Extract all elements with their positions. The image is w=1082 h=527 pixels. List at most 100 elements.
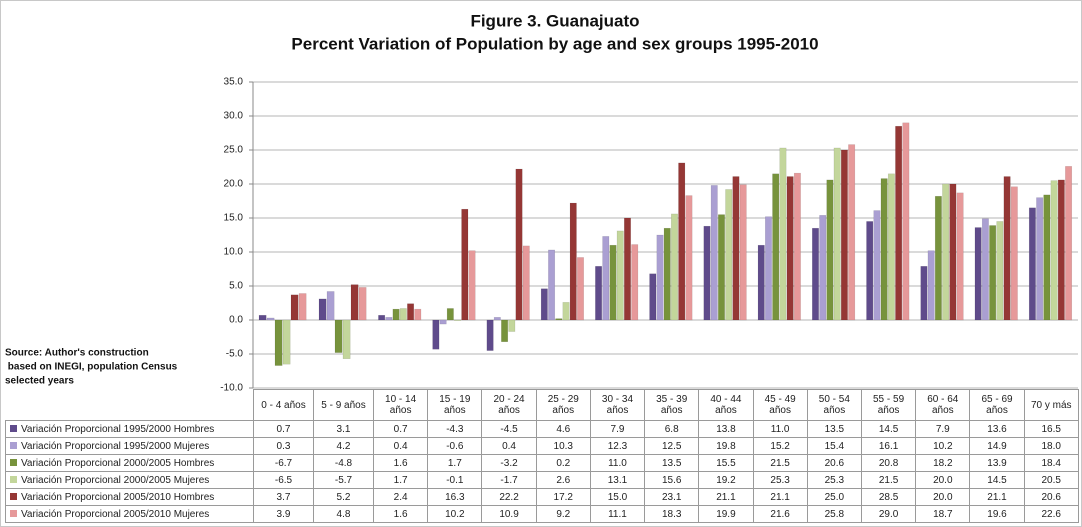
bar bbox=[772, 173, 780, 321]
chart-title: Figure 3. Guanajuato bbox=[470, 11, 639, 30]
y-tick-label: 35.0 bbox=[224, 77, 244, 88]
value-cell: 9.2 bbox=[535, 505, 591, 523]
bar bbox=[266, 317, 275, 321]
value-cell: 0.4 bbox=[372, 437, 429, 455]
x-tick-label: 60 - 64 años bbox=[915, 389, 971, 421]
value-cell: 18.2 bbox=[915, 454, 971, 472]
value-cell: 19.8 bbox=[698, 437, 754, 455]
corner bbox=[6, 390, 254, 421]
x-tick-label: 55 - 59 años bbox=[860, 389, 917, 421]
bar bbox=[407, 303, 415, 321]
bar bbox=[765, 216, 772, 321]
x-tick-label: 20 - 24 años bbox=[481, 389, 537, 421]
legend-label: Variación Proporcional 1995/2000 Hombres bbox=[21, 423, 215, 435]
bar bbox=[602, 236, 610, 321]
bar bbox=[334, 319, 343, 353]
bar bbox=[1010, 186, 1018, 321]
legend-label: Variación Proporcional 2000/2005 Mujeres bbox=[21, 474, 210, 486]
bar bbox=[974, 227, 982, 321]
value-cell: 21.5 bbox=[860, 471, 917, 489]
value-cell: 11.1 bbox=[589, 505, 646, 523]
value-cell: 23.1 bbox=[644, 488, 700, 506]
value-cell: 16.1 bbox=[860, 437, 917, 455]
source-note: Source: Author's construction bbox=[5, 348, 149, 359]
value-cell: 1.6 bbox=[372, 454, 429, 472]
value-cell: 0.2 bbox=[535, 454, 591, 472]
value-cell: 25.8 bbox=[806, 505, 862, 523]
bar bbox=[493, 317, 501, 321]
bar bbox=[540, 288, 548, 321]
value-cell: 25.0 bbox=[806, 488, 862, 506]
value-cell: -0.6 bbox=[427, 437, 483, 455]
bar bbox=[840, 149, 848, 321]
bar bbox=[508, 319, 516, 332]
value-cell: 13.6 bbox=[969, 420, 1025, 438]
bar bbox=[942, 183, 950, 321]
bar bbox=[833, 147, 841, 321]
bar bbox=[819, 215, 827, 321]
value-cell: 25.3 bbox=[806, 471, 862, 489]
bar bbox=[671, 213, 678, 321]
value-cell: 29.0 bbox=[860, 505, 917, 523]
bar bbox=[732, 176, 740, 321]
value-cell: 22.6 bbox=[1023, 505, 1079, 523]
bar bbox=[461, 208, 469, 321]
value-cell: 14.5 bbox=[969, 471, 1025, 489]
bar bbox=[631, 244, 639, 321]
legend-swatch bbox=[10, 509, 17, 517]
value-cell: 18.3 bbox=[644, 505, 700, 523]
x-tick-label: 25 - 29 años bbox=[535, 389, 591, 421]
bar bbox=[887, 173, 895, 321]
y-tick-label: 20.0 bbox=[224, 179, 244, 190]
value-cell: 19.6 bbox=[969, 505, 1025, 523]
value-cell: 20.8 bbox=[860, 454, 917, 472]
legend-entry: Variación Proporcional 2000/2005 Mujeres bbox=[5, 471, 254, 489]
value-cell: 15.2 bbox=[752, 437, 808, 455]
value-cell: 21.1 bbox=[698, 488, 754, 506]
bar bbox=[318, 298, 327, 321]
bar bbox=[710, 185, 718, 321]
value-cell: 0.3 bbox=[253, 437, 314, 455]
value-cell: 3.7 bbox=[253, 488, 314, 506]
value-cell: -6.7 bbox=[253, 454, 314, 472]
x-tick-label: 65 - 69 años bbox=[969, 389, 1025, 421]
x-tick-label: 70 y más bbox=[1023, 389, 1079, 421]
bar bbox=[454, 319, 462, 321]
header-row: 0 - 4 años 5 - 9 años 10 - 14 años 15 - 19 … bbox=[6, 389, 1079, 421]
bar bbox=[385, 317, 393, 321]
bar bbox=[826, 179, 834, 321]
value-cell: 3.9 bbox=[253, 505, 314, 523]
bar bbox=[927, 250, 935, 321]
y-tick-label: 25.0 bbox=[224, 145, 244, 156]
bar bbox=[555, 318, 563, 321]
bar bbox=[703, 225, 711, 321]
bar bbox=[873, 210, 881, 321]
x-tick-label: 30 - 34 años bbox=[589, 389, 646, 421]
bar bbox=[757, 244, 765, 321]
legend-swatch bbox=[10, 424, 17, 432]
value-cell: 10.2 bbox=[427, 505, 483, 523]
x-tick-label: 50 - 54 años bbox=[806, 389, 862, 421]
value-cell: 14.9 bbox=[969, 437, 1025, 455]
bar bbox=[663, 227, 671, 321]
bar bbox=[779, 147, 787, 321]
value-cell: 19.9 bbox=[698, 505, 754, 523]
value-cell: -4.5 bbox=[481, 420, 537, 438]
bar bbox=[678, 162, 686, 321]
bar bbox=[616, 230, 624, 321]
value-cell: 18.7 bbox=[915, 505, 971, 523]
value-cell: -1.7 bbox=[481, 471, 537, 489]
value-cell: 15.5 bbox=[698, 454, 754, 472]
value-cell: 2.4 bbox=[372, 488, 429, 506]
value-cell: 21.1 bbox=[969, 488, 1025, 506]
bar bbox=[1003, 176, 1011, 321]
value-cell: 12.3 bbox=[589, 437, 646, 455]
bar bbox=[866, 221, 874, 321]
bar bbox=[392, 308, 400, 321]
bar bbox=[350, 284, 359, 321]
bar bbox=[989, 225, 997, 321]
x-tick-label: 0 - 4 años bbox=[253, 389, 314, 421]
value-cell: 18.4 bbox=[1023, 454, 1079, 472]
value-cell: 11.0 bbox=[589, 454, 646, 472]
